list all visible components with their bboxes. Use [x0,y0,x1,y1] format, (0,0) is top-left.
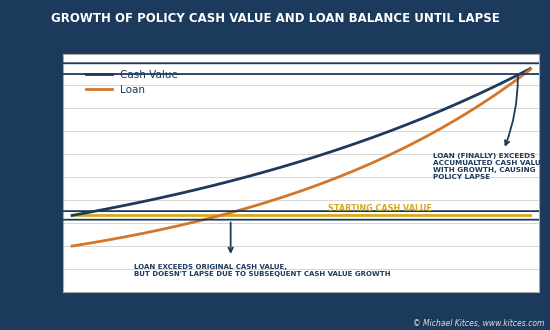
Cash Value [86,210,93,214]
Loan [69,244,75,248]
Loan [174,224,181,228]
Loan [527,68,534,72]
X-axis label: Year: Year [287,309,315,319]
Y-axis label: Portfolio Value: Portfolio Value [0,127,6,220]
Cash Value [227,179,234,183]
Loan [210,215,216,219]
Loan [86,241,93,245]
Cash Value [280,164,287,168]
Loan [509,81,516,85]
Loan [157,228,163,232]
Cash Value [404,122,410,126]
Loan [139,231,146,235]
Legend: Cash Value, Loan: Cash Value, Loan [82,67,182,98]
Text: STARTING CASH VALUE: STARTING CASH VALUE [328,204,431,213]
Cash Value [492,84,498,88]
Cash Value [351,142,358,146]
Loan [316,182,322,186]
Loan [245,206,251,210]
Cash Value [298,159,305,163]
Loan [474,105,481,109]
Loan [192,220,199,224]
Loan [421,136,428,140]
Cash Value [174,192,181,196]
Loan [439,126,446,130]
Cash Value [69,214,75,217]
Cash Value [439,108,446,112]
Cash Value [421,115,428,119]
Loan [122,235,128,239]
Loan [333,176,340,180]
Cash Value [456,101,463,105]
Text: © Michael Kitces, www.kitces.com: © Michael Kitces, www.kitces.com [413,319,544,328]
Loan [368,161,375,165]
Loan [227,211,234,215]
Loan [456,115,463,119]
Cash Value [139,200,146,204]
Loan [492,93,498,97]
Loan [386,153,393,157]
Cash Value [245,175,251,179]
Line: Loan: Loan [72,70,530,246]
Loan [104,238,111,242]
Cash Value [368,136,375,140]
Cash Value [122,203,128,207]
Cash Value [316,154,322,158]
Loan [404,145,410,148]
Cash Value [474,93,481,97]
Text: LOAN (FINALLY) EXCEEDS
ACCUMUALTED CASH VALUE
WITH GROWTH, CAUSING
POLICY LAPSE: LOAN (FINALLY) EXCEEDS ACCUMUALTED CASH … [433,152,546,180]
Cash Value [262,170,269,174]
Loan [351,169,358,173]
Loan [262,201,269,205]
Loan [298,189,305,193]
Cash Value [104,207,111,211]
Cash Value [192,188,199,192]
Loan [280,195,287,199]
Line: Cash Value: Cash Value [72,69,530,215]
Cash Value [157,196,163,200]
Cash Value [386,129,393,133]
Cash Value [527,67,534,71]
Cash Value [210,183,216,187]
Text: LOAN EXCEEDS ORIGINAL CASH VALUE,
BUT DOESN'T LAPSE DUE TO SUBSEQUENT CASH VALUE: LOAN EXCEEDS ORIGINAL CASH VALUE, BUT DO… [134,264,390,278]
Cash Value [509,76,516,80]
Cash Value [333,148,340,152]
Text: GROWTH OF POLICY CASH VALUE AND LOAN BALANCE UNTIL LAPSE: GROWTH OF POLICY CASH VALUE AND LOAN BAL… [51,12,499,24]
